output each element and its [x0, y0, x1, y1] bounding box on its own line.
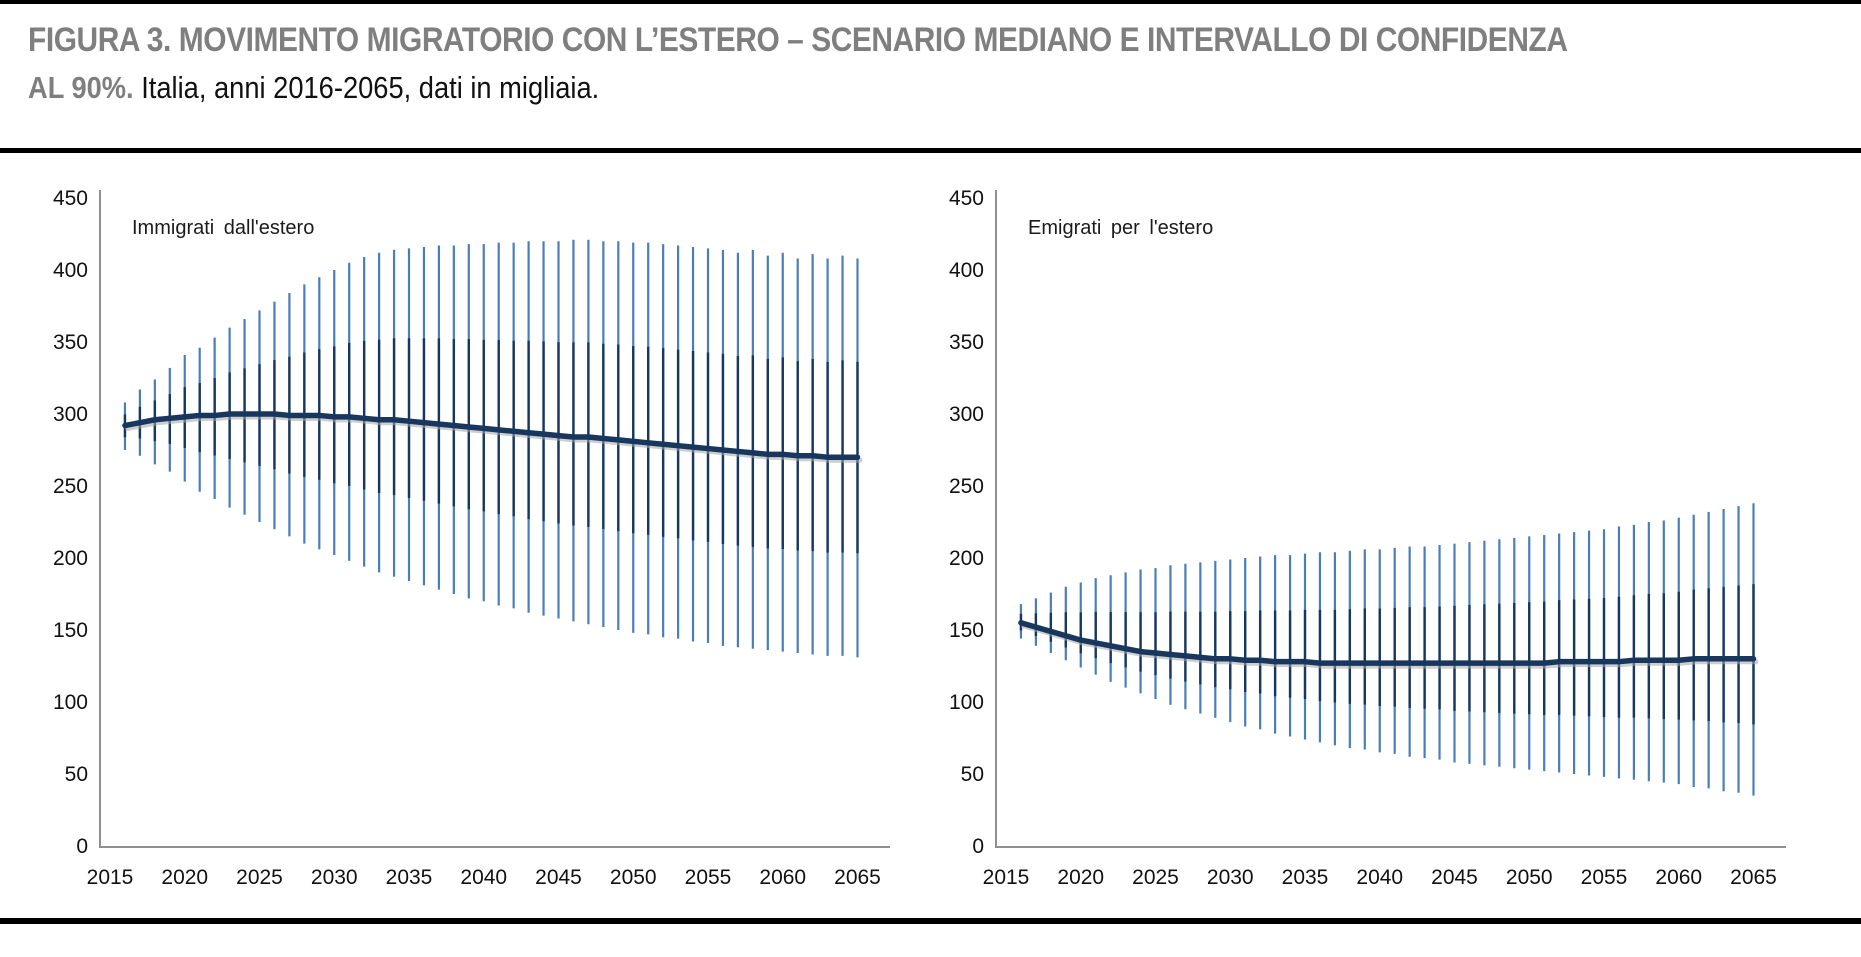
median-line [122, 411, 861, 460]
x-tick-label: 2050 [1506, 866, 1553, 889]
y-tick-label: 150 [949, 619, 984, 642]
x-tick-label: 2030 [311, 866, 358, 889]
top-rule [0, 0, 1861, 4]
figure-title-line1: FIGURA 3. MOVIMENTO MIGRATORIO CON L’EST… [28, 21, 1568, 59]
x-tick-label: 2060 [759, 866, 806, 889]
y-tick-label: 350 [53, 331, 88, 354]
chart-inner-title: Emigrati per l'estero [1028, 217, 1213, 239]
chart-emigrati: 0 50 100 150 200 250 300 350 400 450 2015 2020 2025 2… [924, 160, 1804, 915]
x-tick-label: 2030 [1207, 866, 1254, 889]
y-tick-label: 250 [949, 475, 984, 498]
x-tick-label: 2035 [1282, 866, 1329, 889]
x-tick-label: 2040 [1356, 866, 1403, 889]
x-tick-label: 2055 [685, 866, 732, 889]
immigrati-chart-svg: 0 50 100 150 200 250 300 350 400 450 2015 2020 2025 2… [53, 187, 890, 889]
y-tick-label: 450 [53, 187, 88, 210]
figure-title-line2: AL 90%. Italia, anni 2016-2065, dati in … [28, 68, 1641, 108]
emigrati-chart-svg: 0 50 100 150 200 250 300 350 400 450 2015 2020 2025 2… [949, 187, 1786, 889]
figure-subtitle: Italia, anni 2016-2065, dati in migliaia… [141, 69, 600, 105]
figure-title-line2-bold: AL 90%. [28, 69, 134, 105]
y-tick-label: 150 [53, 619, 88, 642]
y-tick-label: 200 [949, 547, 984, 570]
x-tick-label: 2020 [1057, 866, 1104, 889]
y-tick-label: 50 [65, 763, 88, 786]
x-tick-label: 2065 [834, 866, 881, 889]
y-tick-label: 400 [53, 259, 88, 282]
y-tick-label: 0 [972, 835, 984, 858]
y-tick-label: 100 [949, 691, 984, 714]
x-tick-label: 2045 [1431, 866, 1478, 889]
y-tick-label: 0 [76, 835, 88, 858]
x-tick-label: 2015 [983, 866, 1030, 889]
x-tick-label: 2055 [1581, 866, 1628, 889]
x-tick-label: 2040 [460, 866, 507, 889]
x-tick-label: 2025 [1132, 866, 1179, 889]
charts-row: 0 50 100 150 200 250 300 350 400 450 2015 2020 2025 2… [28, 160, 1804, 915]
figure-header: FIGURA 3. MOVIMENTO MIGRATORIO CON L’EST… [28, 18, 1861, 108]
median-line [1018, 620, 1757, 666]
chart-immigrati: 0 50 100 150 200 250 300 350 400 450 2015 2020 2025 2… [28, 160, 908, 915]
x-tick-label: 2020 [161, 866, 208, 889]
y-tick-label: 200 [53, 547, 88, 570]
y-tick-label: 450 [949, 187, 984, 210]
y-tick-label: 50 [961, 763, 984, 786]
x-tick-label: 2050 [610, 866, 657, 889]
x-tick-label: 2025 [236, 866, 283, 889]
title-divider-rule [0, 148, 1861, 153]
y-tick-label: 300 [53, 403, 88, 426]
x-tick-label: 2035 [386, 866, 433, 889]
x-tick-label: 2015 [87, 866, 134, 889]
x-tick-label: 2065 [1730, 866, 1777, 889]
chart-inner-title: Immigrati dall'estero [132, 217, 314, 239]
y-tick-label: 100 [53, 691, 88, 714]
bottom-rule [0, 918, 1861, 924]
y-tick-label: 300 [949, 403, 984, 426]
y-tick-label: 400 [949, 259, 984, 282]
y-tick-label: 250 [53, 475, 88, 498]
y-tick-label: 350 [949, 331, 984, 354]
x-tick-label: 2060 [1655, 866, 1702, 889]
x-tick-label: 2045 [535, 866, 582, 889]
